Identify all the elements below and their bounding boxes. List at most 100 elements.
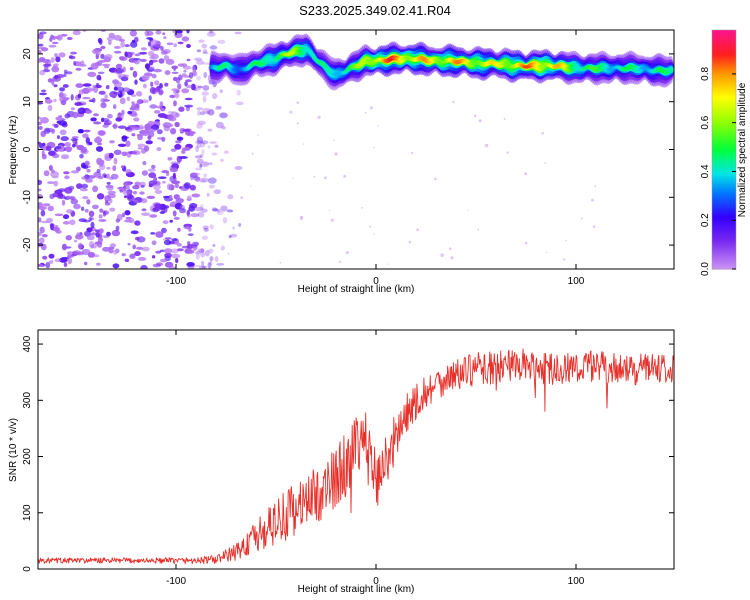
spectrogram-noise-cell [130, 126, 139, 131]
spectrogram-noise-cell [213, 189, 221, 195]
spectrogram-noise-cell [72, 137, 78, 145]
spectrogram-noise-cell [126, 96, 131, 102]
spectrogram-noise-cell [53, 180, 59, 187]
spectrogram-noise-cell [98, 163, 106, 171]
spectrogram-noise-cell [45, 261, 51, 269]
spectrogram-noise-cell [171, 88, 179, 92]
spectrogram-noise-cell [163, 239, 172, 246]
spectrogram-noise-cell [58, 52, 66, 58]
spectrogram-noise-cell [38, 194, 43, 200]
spectrogram-noise-cell [60, 136, 69, 142]
spectrogram-noise-cell [203, 173, 207, 177]
spectrogram-noise-cell [300, 218, 303, 221]
spectrogram-noise-cell [98, 228, 104, 234]
spectrogram-noise-cell [328, 210, 331, 212]
spectrogram-noise-cell [113, 149, 122, 155]
spectrogram-noise-cell [200, 248, 205, 253]
spectrogram-noise-cell [190, 83, 196, 91]
colorbar-cell [712, 41, 736, 45]
spectrogram-noise-cell [202, 107, 212, 114]
spectrogram-noise-cell [59, 93, 67, 98]
colorbar-cell [712, 69, 736, 73]
colorbar-cell [712, 151, 736, 155]
colorbar-ticks: 0.0 0.2 0.4 0.6 0.8 [700, 67, 736, 276]
spectrogram-noise-cell [215, 121, 224, 129]
colorbar-cell [712, 173, 736, 176]
spectrogram-noise-cell [101, 63, 111, 67]
spectrogram-noise-cell [166, 183, 172, 191]
spectrogram-noise-cell [223, 150, 229, 154]
spectrogram-noise-cell [140, 198, 148, 204]
spectrogram-noise-cell [232, 226, 236, 230]
spectrogram-noise-cell [94, 229, 100, 232]
spectrogram-noise-cell [127, 243, 131, 246]
spectrogram-noise-cell [105, 200, 109, 203]
colorbar-cell [712, 30, 736, 33]
spectrogram-noise-cell [53, 123, 59, 128]
spectrogram-noise-cell [199, 204, 204, 210]
colorbar-cell [712, 101, 736, 105]
spectrogram-noise-cell [132, 186, 140, 189]
spectrogram-noise-cell [222, 217, 228, 224]
spectrogram-noise-cell [313, 175, 316, 178]
spectrogram-noise-cell [195, 176, 201, 182]
colorbar-cell [712, 223, 736, 226]
spectrogram-noise-cell [97, 37, 102, 44]
spectrogram-noise-cell [84, 160, 90, 166]
spectrogram-noise-cell [128, 217, 135, 224]
spectrogram-noise-cell [43, 63, 52, 67]
spectrogram-noise-cell [54, 146, 62, 150]
spectrogram-noise-cell [113, 81, 122, 88]
spectrogram-noise-cell [208, 184, 215, 189]
colorbar-cell [712, 157, 736, 161]
spectrogram-noise-cell [38, 49, 42, 55]
spectrogram-noise-cell [42, 203, 51, 207]
spectrogram-noise-cell [137, 127, 144, 130]
spectrogram-noise-cell [133, 191, 137, 195]
spectrogram-noise-cell [97, 60, 103, 67]
spectrogram-noise-cell [211, 207, 217, 212]
spectrogram-noise-cell [93, 121, 102, 125]
spectrogram-noise-cell [115, 218, 121, 223]
spectrogram-noise-cell [121, 165, 125, 169]
spectrogram-noise-cell [147, 50, 155, 57]
colorbar-cell [712, 145, 736, 149]
spectrogram-noise-cell [161, 136, 166, 142]
spectrogram-noise-cell [79, 153, 84, 159]
spectrogram-noise-cell [159, 83, 163, 89]
spectrogram-noise-cell [201, 265, 207, 269]
spectrogram-noise-cell [79, 188, 88, 192]
spectrogram-noise-cell [184, 97, 193, 101]
spectrogram-noise-cell [98, 219, 107, 222]
spectrogram-noise-cell [74, 234, 84, 240]
spectrogram-noise-cell [76, 144, 85, 151]
colorbar-cell [712, 85, 736, 89]
spectrogram-noise-cell [96, 157, 103, 165]
spectrogram-noise-cell [39, 92, 47, 96]
spectrogram-noise-cell [90, 117, 97, 122]
spectrogram-noise-cell [102, 210, 110, 215]
spectrogram-noise-cell [100, 45, 106, 49]
spectrogram-noise-cell [220, 158, 224, 162]
spectrogram-noise-cell [186, 195, 192, 201]
spectrogram-noise-cell [134, 181, 141, 186]
spectrogram-noise-cell [141, 129, 150, 136]
spectrogram-noise-cell [197, 120, 206, 126]
spectrogram-noise-cell [189, 184, 196, 191]
spectrogram-noise-cell [163, 195, 170, 199]
spectrogram-noise-cell [106, 185, 114, 191]
spectrogram-noise-cell [102, 173, 107, 178]
spectrogram-noise-cell [112, 263, 120, 269]
spectrogram-noise-cell [57, 192, 64, 198]
colorbar-cell [712, 241, 736, 244]
spectrogram-noise-cell [594, 185, 597, 188]
colorbar-cell [712, 191, 736, 194]
spectrogram-noise-cell [53, 224, 59, 228]
spectrogram-noise-cell [217, 39, 226, 44]
spectrogram-noise-cell [95, 146, 104, 152]
spectrogram-noise-cell [76, 183, 83, 190]
spectrogram-noise-cell [84, 208, 89, 213]
spectrogram-noise-cell [251, 152, 254, 155]
spectrogram-noise-cell [68, 55, 76, 60]
spectrogram-noise-cell [158, 176, 167, 179]
